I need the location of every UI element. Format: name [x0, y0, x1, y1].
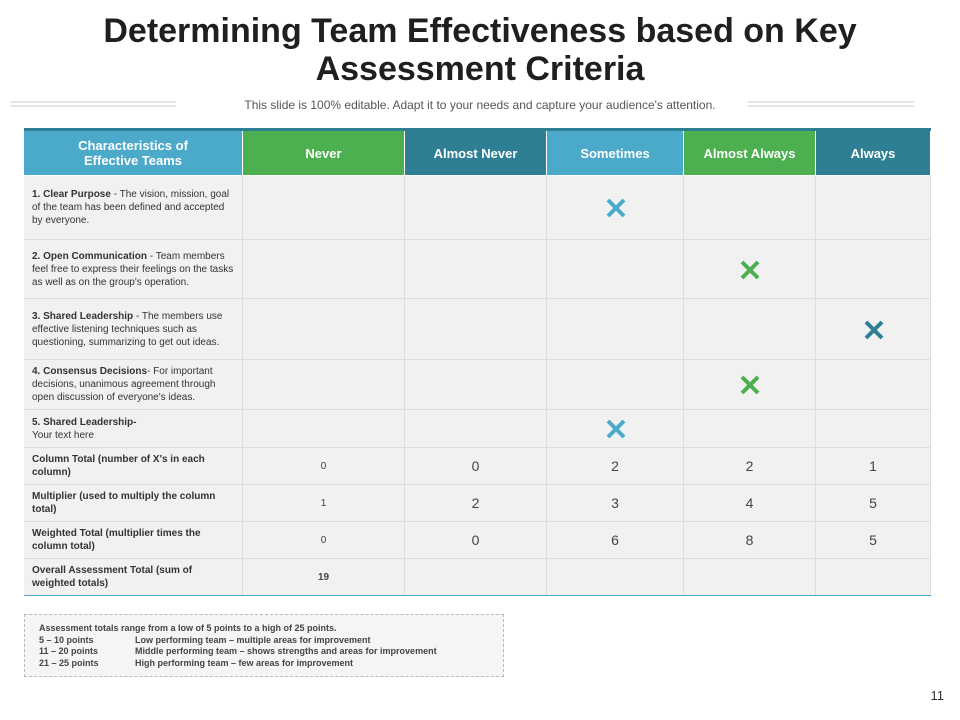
- subtitle: This slide is 100% editable. Adapt it to…: [244, 98, 716, 112]
- empty-cell: [405, 240, 547, 299]
- row-desc: Your text here: [32, 429, 94, 441]
- empty-cell: [684, 299, 816, 360]
- total-label: Column Total (number of X's in each colu…: [24, 448, 243, 485]
- range-desc: Low performing team – multiple areas for…: [135, 634, 371, 645]
- total-cell: 19: [243, 559, 405, 596]
- total-cell: 5: [816, 485, 931, 522]
- empty-cell: [405, 360, 547, 410]
- empty-cell: [816, 360, 931, 410]
- total-cell: 5: [816, 522, 931, 559]
- row-text: 5. Shared Leadership- Your text here: [32, 416, 136, 442]
- row-text: 1. Clear Purpose - The vision, mission, …: [32, 188, 234, 227]
- empty-cell: [547, 360, 684, 410]
- empty-cell: [243, 410, 405, 448]
- empty-cell: [547, 240, 684, 299]
- row-label-cell: 3. Shared Leadership - The members use e…: [24, 299, 243, 360]
- header-cell: Sometimes: [547, 131, 684, 176]
- row-desc: - The members use effective listening te…: [32, 310, 223, 348]
- note-line: 11 – 20 points Middle performing team – s…: [39, 646, 489, 658]
- empty-cell: [684, 410, 816, 448]
- note-ranges: 5 – 10 points Low performing team – multi…: [39, 635, 489, 670]
- empty-cell: [243, 299, 405, 360]
- empty-cell: [243, 360, 405, 410]
- x-mark: [606, 198, 625, 218]
- total-label: Overall Assessment Total (sum of weighte…: [24, 559, 243, 596]
- range-desc: High performing team – few areas for imp…: [135, 657, 354, 668]
- total-cell: 3: [547, 485, 684, 522]
- decor-line: [748, 101, 914, 107]
- row-label-cell: 2. Open Communication - Team members fee…: [24, 240, 243, 299]
- range: 11 – 20 points: [39, 646, 99, 656]
- note-line: 5 – 10 points Low performing team – multi…: [39, 635, 489, 647]
- total-cell: 2: [547, 448, 684, 485]
- empty-cell: [684, 176, 816, 240]
- total-cell: [684, 559, 816, 596]
- row-text: 4. Consensus Decisions- For important de…: [32, 365, 234, 404]
- total-cell: 2: [405, 485, 547, 522]
- total-label: Weighted Total (multiplier times the col…: [24, 522, 243, 559]
- row-label: 1. Clear Purpose: [32, 189, 111, 200]
- total-cell: 0: [243, 448, 405, 485]
- row-label-cell: 4. Consensus Decisions- For important de…: [24, 360, 243, 410]
- row-label-cell: 1. Clear Purpose - The vision, mission, …: [24, 176, 243, 240]
- header-cell: Never: [243, 131, 405, 176]
- row-desc: - Team members feel free to express thei…: [32, 250, 234, 288]
- header-cell: Almost Never: [405, 131, 547, 176]
- note-box: Assessment totals range from a low of 5 …: [24, 614, 504, 677]
- x-mark: [606, 419, 625, 439]
- total-label: Multiplier (used to multiply the column …: [24, 485, 243, 522]
- table-bottom-rule: [24, 595, 931, 596]
- empty-cell: [547, 299, 684, 360]
- range-desc: Middle performing team – shows strengths…: [135, 646, 437, 656]
- total-cell: 6: [547, 522, 684, 559]
- total-cell: [405, 559, 547, 596]
- empty-cell: [405, 299, 547, 360]
- row-label: 2. Open Communication: [32, 250, 148, 262]
- table-top-rule: [24, 128, 931, 131]
- row-label: 3. Shared Leadership: [32, 310, 134, 322]
- page-number: 11: [930, 688, 945, 703]
- total-cell: [816, 559, 931, 596]
- empty-cell: [243, 176, 405, 240]
- row-text: 2. Open Communication - Team members fee…: [32, 250, 234, 289]
- empty-cell: [405, 176, 547, 240]
- total-cell: 0: [405, 522, 547, 559]
- x-mark: [740, 260, 760, 279]
- row-label-cell: 5. Shared Leadership- Your text here: [24, 410, 243, 448]
- empty-cell: [816, 240, 931, 299]
- x-mark: [740, 375, 760, 395]
- decor-line: [10, 101, 176, 107]
- row-desc: - The vision, mission, goal of the team …: [32, 189, 230, 226]
- total-cell: [547, 559, 684, 596]
- note-line: 21 – 25 points High performing team – few…: [39, 658, 489, 670]
- header-cell: Characteristics of Effective Teams: [24, 131, 243, 176]
- row-label: 5. Shared Leadership-: [32, 416, 137, 428]
- empty-cell: [405, 410, 547, 448]
- total-cell: 0: [243, 522, 405, 559]
- total-cell: 4: [684, 485, 816, 522]
- row-desc: - For important decisions, unanimous agr…: [32, 366, 216, 403]
- total-cell: 1: [816, 448, 931, 485]
- title: Determining Team Effectiveness based on …: [103, 12, 857, 88]
- total-cell: 0: [405, 448, 547, 485]
- note-intro: Assessment totals range from a low of 5 …: [39, 623, 337, 633]
- total-cell: 8: [684, 522, 816, 559]
- total-cell: 2: [684, 448, 816, 485]
- total-cell: 1: [243, 485, 405, 522]
- header-cell: Almost Always: [684, 131, 816, 176]
- row-text: 3. Shared Leadership - The members use e…: [32, 310, 234, 349]
- row-label: 4. Consensus Decisions: [32, 366, 148, 377]
- range: 5 – 10 points: [39, 634, 94, 645]
- empty-cell: [816, 410, 931, 448]
- header-cell: Always: [816, 131, 931, 176]
- range: 21 – 25 points: [39, 657, 99, 668]
- empty-cell: [243, 240, 405, 299]
- x-mark: [864, 320, 883, 339]
- empty-cell: [816, 176, 931, 240]
